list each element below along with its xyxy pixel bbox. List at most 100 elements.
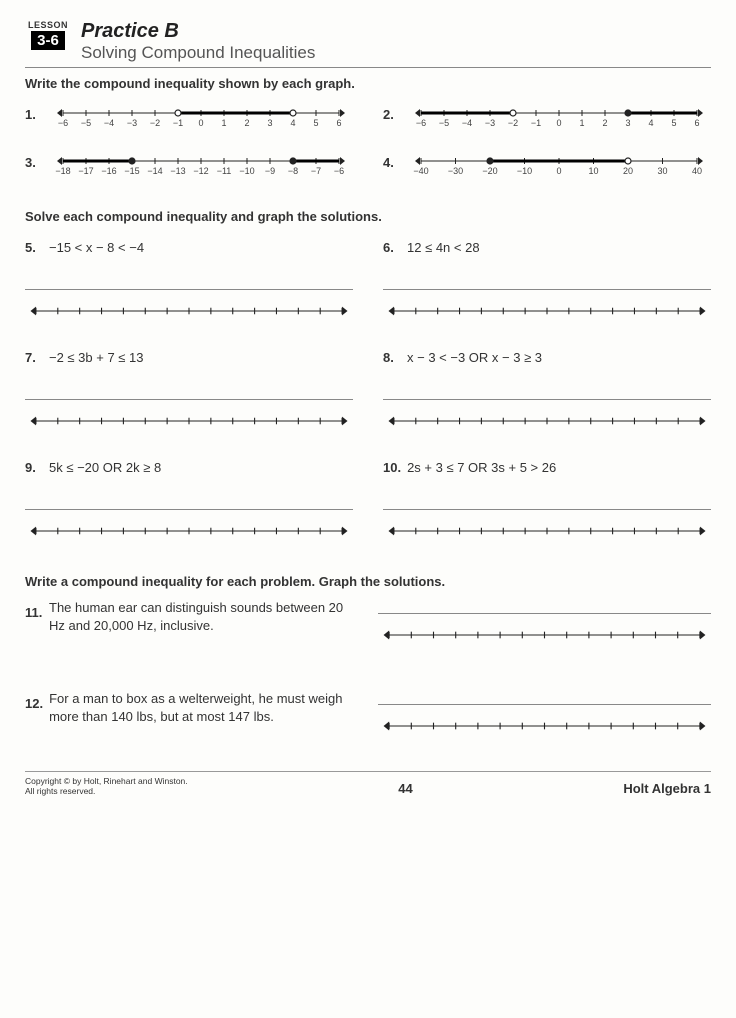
worksheet-header: LESSON 3-6 Practice B Solving Compound I…: [25, 20, 711, 63]
page-footer: Copyright © by Holt, Rinehart and Winsto…: [25, 771, 711, 796]
svg-text:−20: −20: [482, 166, 497, 176]
q5-blank-numberline: [25, 296, 353, 326]
section2-instructions: Solve each compound inequality and graph…: [25, 209, 711, 224]
section2-row2: 7. −2 ≤ 3b + 7 ≤ 13 8. x − 3 < −3 OR x −…: [25, 344, 711, 436]
lesson-number: 3-6: [31, 31, 65, 50]
q6-answer-line: [383, 275, 711, 290]
q4-numberline: −40−30−20−10010203040: [407, 149, 711, 179]
copyright-text: Copyright © by Holt, Rinehart and Winsto…: [25, 776, 188, 786]
svg-text:−30: −30: [448, 166, 463, 176]
lesson-label: LESSON: [28, 20, 68, 30]
svg-text:−13: −13: [170, 166, 185, 176]
svg-text:−9: −9: [265, 166, 275, 176]
section1-row2: 3. −18−17−16−15−14−13−12−11−10−9−8−7−6 4…: [25, 149, 711, 179]
svg-text:4: 4: [648, 118, 653, 128]
q7-text: −2 ≤ 3b + 7 ≤ 13: [49, 344, 144, 365]
svg-text:30: 30: [657, 166, 667, 176]
svg-text:6: 6: [336, 118, 341, 128]
q8-answer-line: [383, 385, 711, 400]
svg-text:3: 3: [625, 118, 630, 128]
svg-text:−10: −10: [517, 166, 532, 176]
svg-text:5: 5: [313, 118, 318, 128]
lesson-badge: LESSON 3-6: [25, 20, 71, 50]
section3-instructions: Write a compound inequality for each pro…: [25, 574, 711, 589]
page-number: 44: [398, 781, 412, 796]
q7-blank-numberline: [25, 406, 353, 436]
svg-text:−1: −1: [173, 118, 183, 128]
svg-text:−6: −6: [334, 166, 344, 176]
svg-text:−7: −7: [311, 166, 321, 176]
q9-answer-line: [25, 495, 353, 510]
q11-answer-line: [378, 599, 711, 614]
q8-blank-numberline: [383, 406, 711, 436]
svg-text:0: 0: [556, 166, 561, 176]
q9-number: 9.: [25, 454, 43, 475]
q6-number: 6.: [383, 234, 401, 255]
section2-row1: 5. −15 < x − 8 < −4 6. 12 ≤ 4n < 28: [25, 234, 711, 326]
q11-number: 11.: [25, 599, 43, 650]
header-rule: [25, 67, 711, 68]
svg-text:−10: −10: [239, 166, 254, 176]
svg-text:−2: −2: [150, 118, 160, 128]
svg-text:20: 20: [623, 166, 633, 176]
q3-numberline: −18 −17 −16 −15 −14 −13 −12 −11 −10 −9 −8 −7 −6: [49, 149, 353, 179]
svg-text:40: 40: [692, 166, 702, 176]
q7-number: 7.: [25, 344, 43, 365]
svg-text:−5: −5: [81, 118, 91, 128]
section3-q12: 12. For a man to box as a welterweight, …: [25, 690, 711, 741]
svg-text:−2: −2: [508, 118, 518, 128]
svg-text:1: 1: [579, 118, 584, 128]
svg-text:−3: −3: [127, 118, 137, 128]
svg-text:−14: −14: [147, 166, 162, 176]
section2-row3: 9. 5k ≤ −20 OR 2k ≥ 8 10. 2s + 3 ≤ 7 OR …: [25, 454, 711, 546]
q10-text: 2s + 3 ≤ 7 OR 3s + 5 > 26: [407, 454, 556, 475]
q12-number: 12.: [25, 690, 43, 741]
svg-text:5: 5: [671, 118, 676, 128]
svg-text:2: 2: [602, 118, 607, 128]
svg-text:−3: −3: [485, 118, 495, 128]
svg-text:−15: −15: [124, 166, 139, 176]
svg-text:2: 2: [244, 118, 249, 128]
svg-text:−12: −12: [193, 166, 208, 176]
svg-text:3: 3: [267, 118, 272, 128]
svg-text:−4: −4: [104, 118, 114, 128]
rights-text: All rights reserved.: [25, 786, 95, 796]
q12-blank-numberline: [378, 711, 711, 741]
subtitle: Solving Compound Inequalities: [81, 43, 315, 63]
svg-text:−18: −18: [55, 166, 70, 176]
q4-number: 4.: [383, 149, 401, 170]
q6-text: 12 ≤ 4n < 28: [407, 234, 480, 255]
svg-text:4: 4: [290, 118, 295, 128]
svg-text:−17: −17: [78, 166, 93, 176]
svg-text:−8: −8: [288, 166, 298, 176]
q10-number: 10.: [383, 454, 401, 475]
svg-text:6: 6: [694, 118, 699, 128]
q8-number: 8.: [383, 344, 401, 365]
q5-answer-line: [25, 275, 353, 290]
copyright: Copyright © by Holt, Rinehart and Winsto…: [25, 776, 188, 796]
q7-answer-line: [25, 385, 353, 400]
svg-text:−16: −16: [101, 166, 116, 176]
svg-text:−40: −40: [413, 166, 428, 176]
q9-blank-numberline: [25, 516, 353, 546]
practice-title: Practice B: [81, 20, 315, 43]
section3-q11: 11. The human ear can distinguish sounds…: [25, 599, 711, 650]
q8-text: x − 3 < −3 OR x − 3 ≥ 3: [407, 344, 542, 365]
q11-text: The human ear can distinguish sounds bet…: [49, 599, 358, 650]
svg-text:−1: −1: [531, 118, 541, 128]
svg-text:−5: −5: [439, 118, 449, 128]
book-title: Holt Algebra 1: [623, 781, 711, 796]
section1-instructions: Write the compound inequality shown by e…: [25, 76, 711, 91]
q9-text: 5k ≤ −20 OR 2k ≥ 8: [49, 454, 161, 475]
q5-text: −15 < x − 8 < −4: [49, 234, 144, 255]
svg-text:0: 0: [198, 118, 203, 128]
svg-text:−6: −6: [58, 118, 68, 128]
svg-text:0: 0: [556, 118, 561, 128]
svg-text:−11: −11: [217, 166, 232, 176]
svg-text:−4: −4: [462, 118, 472, 128]
q2-numberline: −6−5−4−3−2−10123456: [407, 101, 711, 131]
q10-blank-numberline: [383, 516, 711, 546]
q12-answer-line: [378, 690, 711, 705]
section1-row1: 1. −6−5−4−3−2−10123456 2. −6−5−4−3−2−101…: [25, 101, 711, 131]
q6-blank-numberline: [383, 296, 711, 326]
